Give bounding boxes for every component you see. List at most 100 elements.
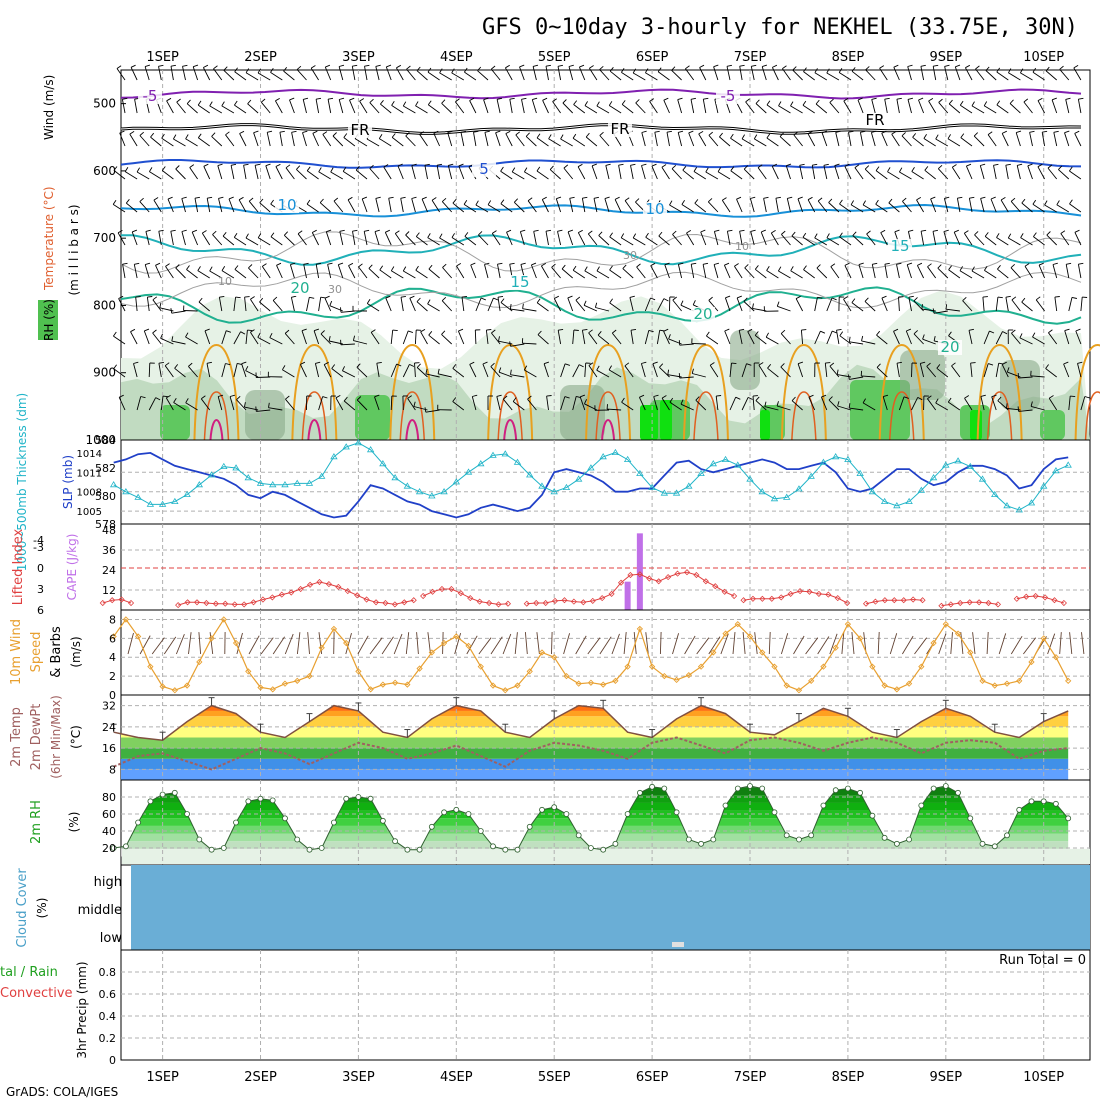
bottom-day-label: 6SEP [636, 1070, 669, 1085]
wind-barb-flag [574, 330, 579, 331]
rh-point [870, 813, 875, 818]
rh-point [160, 792, 165, 797]
rh-shading-dark [245, 390, 285, 440]
rh-point [466, 812, 471, 817]
rh-point [858, 790, 863, 795]
wind-barb-flag [716, 396, 721, 397]
rh-point [956, 790, 961, 795]
wind-barb-flag [801, 330, 806, 331]
rh-point [686, 837, 691, 842]
wind-barb-flag [908, 65, 913, 66]
lifted-tick: -3 [33, 541, 44, 554]
wind-barb-flag [547, 396, 552, 397]
slp-ylabel-slp: SLP (mb) [61, 455, 75, 509]
bottom-day-label: 5SEP [538, 1070, 571, 1085]
wind-barb-flag [866, 66, 870, 69]
wind-barb-flag [579, 65, 584, 67]
wind-barb-flag [998, 297, 1003, 298]
rh-shading-green [160, 405, 190, 440]
thickness-tick: 584 [95, 434, 116, 447]
rh-point [491, 844, 496, 849]
rh-point [209, 847, 214, 852]
rh-point [515, 847, 520, 852]
rh-point [601, 847, 606, 852]
rh-point [625, 812, 630, 817]
wind-barb-flag [407, 66, 411, 69]
rh-point [527, 824, 532, 829]
wind10-tick: 4 [109, 651, 116, 664]
wind-barb [912, 363, 913, 377]
wind-barb-flag [147, 297, 152, 298]
rh-tick: 80 [102, 791, 116, 804]
rh-point [234, 820, 239, 825]
wind-barb-flag [491, 66, 495, 69]
wind-barb-flag [685, 66, 689, 69]
rh-ylabel: 2m RH [29, 800, 44, 844]
wind-barb-flag [1060, 66, 1064, 69]
temp-tick: 32 [102, 700, 116, 713]
rh-point [344, 796, 349, 801]
wind10-tick: 8 [109, 613, 116, 626]
isotherm-label: 10 [277, 196, 296, 214]
rh-point [613, 841, 618, 846]
wind-barb-flag [976, 66, 980, 69]
temp-tick: 24 [102, 721, 116, 734]
rh-shading-bright [660, 400, 672, 440]
rh-point [442, 810, 447, 815]
temp-ylabel-unit: (°C) [69, 725, 83, 749]
rh-point [809, 833, 814, 838]
rh-point [417, 847, 422, 852]
rh-point [907, 837, 912, 842]
wind-barb-flag [825, 363, 830, 364]
pressure-tick-label: 700 [93, 231, 116, 245]
top-day-label: 2SEP [244, 50, 277, 65]
bottom-day-label: 4SEP [440, 1070, 473, 1085]
wind-barb-flag [136, 297, 141, 298]
wind10-ylabel-unit: (m/s) [69, 636, 83, 667]
rh-point [307, 847, 312, 852]
rh-tick: 40 [102, 825, 116, 838]
cape-tick: 36 [102, 544, 116, 557]
wind-barb-flag [546, 65, 551, 66]
wind-barb-flag [297, 66, 301, 69]
bottom-day-label: 9SEP [930, 1070, 963, 1085]
cape-tick: 24 [102, 564, 116, 577]
wind-barb-flag [145, 65, 150, 67]
rh-point [980, 841, 985, 846]
wind-barb-flag [183, 65, 188, 66]
isotherm-label: 20 [290, 279, 309, 297]
top-day-label: 5SEP [538, 50, 571, 65]
upper-ylabel-group: RH (%) Temperature (°C) Wind (m/s) [38, 75, 58, 341]
wind-barb-flag [247, 330, 252, 331]
wind-barb-flag [753, 396, 758, 397]
rh-point [943, 784, 948, 789]
cloud-low-mark [672, 942, 684, 947]
lifted-tick: 0 [37, 562, 44, 575]
rh-point [1053, 801, 1058, 806]
wind-barb-flag [983, 297, 988, 298]
temp-ylabel-1: 2m Temp [9, 707, 24, 767]
wind-barb-flag [727, 65, 732, 66]
wind-barb-flag [352, 65, 357, 66]
cape-tick: 12 [102, 584, 116, 597]
wind-barb-flag [1070, 396, 1075, 397]
rh-point [711, 837, 716, 842]
precip-ticks: 0.80.60.40.20 [99, 966, 117, 1067]
rh-point [992, 844, 997, 849]
rh-point [331, 820, 336, 825]
temp-band [121, 769, 1090, 780]
cape-ylabel-cape: CAPE (J/kg) [65, 534, 79, 601]
top-day-label: 8SEP [832, 50, 865, 65]
upper-ylabel-mb: (m i l l i b a r s) [67, 204, 81, 295]
wind-barb [475, 330, 476, 344]
cloud-ylabel: Cloud Cover [15, 868, 30, 948]
rh-point [784, 833, 789, 838]
rh-shading-dark [900, 350, 945, 400]
temp-tick: 16 [102, 742, 116, 755]
wind-barb-flag [732, 363, 737, 364]
